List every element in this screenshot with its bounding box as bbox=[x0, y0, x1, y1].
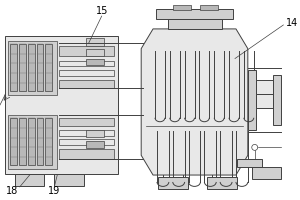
Bar bbox=[86, 130, 104, 137]
Bar bbox=[237, 159, 262, 167]
Bar bbox=[168, 19, 222, 29]
Bar bbox=[15, 174, 44, 186]
Bar bbox=[59, 70, 113, 76]
Bar bbox=[86, 141, 104, 148]
Bar bbox=[86, 38, 104, 46]
Bar bbox=[252, 167, 281, 179]
Bar bbox=[37, 118, 44, 165]
Bar bbox=[19, 118, 26, 165]
Bar bbox=[37, 44, 44, 91]
Bar bbox=[248, 70, 256, 130]
Bar bbox=[54, 174, 84, 186]
Text: 18: 18 bbox=[6, 186, 18, 196]
Bar bbox=[45, 44, 52, 91]
Bar bbox=[10, 118, 17, 165]
Bar bbox=[59, 139, 113, 145]
Bar bbox=[59, 80, 113, 88]
Bar bbox=[28, 44, 34, 91]
Bar bbox=[256, 80, 274, 94]
Bar bbox=[256, 94, 274, 108]
Bar bbox=[5, 36, 118, 174]
Text: 15: 15 bbox=[95, 6, 108, 16]
Bar bbox=[86, 59, 104, 65]
Bar bbox=[8, 115, 57, 169]
Bar bbox=[59, 61, 113, 66]
Bar bbox=[19, 44, 26, 91]
Text: 19: 19 bbox=[48, 186, 60, 196]
Bar bbox=[200, 5, 218, 10]
Bar bbox=[207, 177, 237, 189]
Bar bbox=[45, 118, 52, 165]
Circle shape bbox=[252, 144, 258, 150]
Bar bbox=[86, 49, 104, 56]
Bar bbox=[28, 118, 34, 165]
Bar bbox=[274, 75, 281, 125]
Bar bbox=[59, 130, 113, 136]
Bar bbox=[156, 9, 233, 19]
Bar bbox=[59, 149, 113, 159]
Bar bbox=[158, 177, 188, 189]
Bar bbox=[8, 41, 57, 95]
Bar bbox=[10, 44, 17, 91]
Bar bbox=[59, 46, 113, 56]
Polygon shape bbox=[141, 29, 248, 175]
Text: 14: 14 bbox=[286, 18, 298, 28]
Bar bbox=[59, 118, 113, 126]
Bar bbox=[173, 5, 190, 10]
